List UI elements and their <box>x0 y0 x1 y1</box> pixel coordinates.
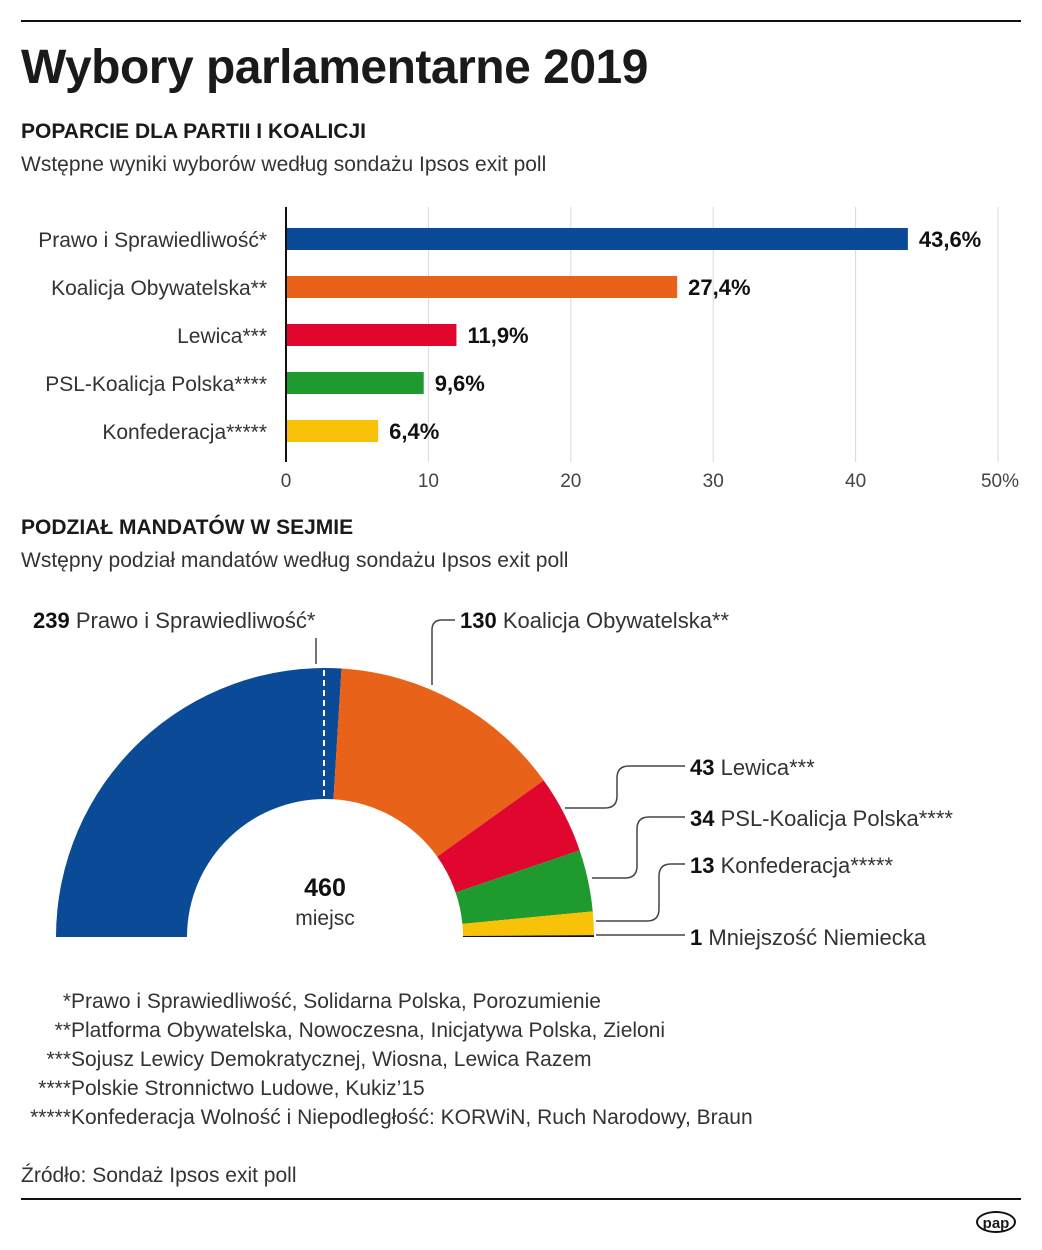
party-name: Koalicja Obywatelska** <box>497 608 730 633</box>
bar-value-label: 43,6% <box>919 227 981 252</box>
category-label: Lewica*** <box>177 325 267 348</box>
footnote: ****Polskie Stronnictwo Ludowe, Kukiz’15 <box>21 1077 425 1101</box>
party-name: Konfederacja***** <box>714 853 893 878</box>
seat-slice <box>455 850 593 924</box>
leader-line <box>565 765 685 809</box>
footnote-stars: ***** <box>30 1106 71 1129</box>
x-tick-label: 50% <box>981 471 1019 492</box>
x-tick-label: 40 <box>845 471 866 492</box>
seat-count: 130 <box>460 608 497 633</box>
section1-heading: POPARCIE DLA PARTII I KOALICJI <box>21 120 366 143</box>
seat-count: 1 <box>690 925 702 950</box>
x-tick-label: 20 <box>560 471 581 492</box>
leader-line <box>431 619 455 685</box>
footnote: ***Sojusz Lewicy Demokratycznej, Wiosna,… <box>21 1048 592 1072</box>
category-label: Prawo i Sprawiedliwość* <box>38 229 267 252</box>
bar-value-label: 11,9% <box>467 323 528 348</box>
total-seats: 460 <box>304 874 346 902</box>
footnote-text: Konfederacja Wolność i Niepodległość: KO… <box>71 1106 753 1129</box>
party-name: Prawo i Sprawiedliwość* <box>70 608 316 633</box>
footnote: *Prawo i Sprawiedliwość, Solidarna Polsk… <box>21 990 601 1014</box>
category-label: Koalicja Obywatelska** <box>51 277 267 300</box>
seat-slice <box>462 911 594 937</box>
seat-count: 43 <box>690 755 714 780</box>
seat-label: 43 Lewica*** <box>690 755 815 780</box>
footnote-text: Polskie Stronnictwo Ludowe, Kukiz’15 <box>71 1077 425 1100</box>
footnote-stars: ** <box>54 1019 71 1042</box>
bar-value-label: 9,6% <box>435 371 485 396</box>
x-tick-label: 10 <box>418 471 439 492</box>
footnote-text: Sojusz Lewicy Demokratycznej, Wiosna, Le… <box>71 1048 592 1071</box>
footnote: **Platforma Obywatelska, Nowoczesna, Ini… <box>21 1019 665 1043</box>
footnote-text: Platforma Obywatelska, Nowoczesna, Inicj… <box>71 1019 666 1042</box>
bottom-rule <box>21 1198 1021 1200</box>
seat-count: 239 <box>33 608 70 633</box>
seat-label: 130 Koalicja Obywatelska** <box>460 608 729 633</box>
bar <box>287 276 678 298</box>
seat-count: 34 <box>690 806 715 831</box>
section2-subtitle: Wstępny podział mandatów według sondażu … <box>21 549 569 572</box>
x-tick-label: 30 <box>703 471 724 492</box>
bar-value-label: 27,4% <box>688 275 750 300</box>
party-name: Lewica*** <box>714 755 815 780</box>
pap-logo: pap <box>976 1211 1016 1233</box>
bar <box>287 324 457 346</box>
top-rule <box>21 20 1021 22</box>
footnote: *****Konfederacja Wolność i Niepodległoś… <box>21 1106 753 1130</box>
page-title: Wybory parlamentarne 2019 <box>21 41 648 94</box>
seat-slice <box>437 780 580 893</box>
party-name: Mniejszość Niemiecka <box>702 925 926 950</box>
footnote-stars: **** <box>38 1077 71 1100</box>
x-tick-label: 0 <box>281 471 292 492</box>
seat-label: 13 Konfederacja***** <box>690 853 893 878</box>
bar-value-label: 6,4% <box>389 419 439 444</box>
bar <box>287 228 908 250</box>
party-name: PSL-Koalicja Polska**** <box>714 806 953 831</box>
seat-label: 34 PSL-Koalicja Polska**** <box>690 806 953 831</box>
section1-subtitle: Wstępne wyniki wyborów według sondażu Ip… <box>21 153 547 176</box>
seat-slice <box>56 667 342 937</box>
seat-chart: 239 Prawo i Sprawiedliwość* 130 Koalicja … <box>33 608 953 950</box>
total-seats-label: miejsc <box>295 907 355 930</box>
bar <box>287 420 379 442</box>
seat-slice <box>462 935 594 937</box>
seat-label: 239 Prawo i Sprawiedliwość* <box>33 608 316 633</box>
source-note: Źródło: Sondaż Ipsos exit poll <box>21 1164 297 1187</box>
seat-count: 13 <box>690 853 714 878</box>
bar-chart: 0 10 20 30 40 50% Prawo i Sprawiedliwość* 43,6%… <box>38 207 1019 492</box>
category-label: Konfederacja***** <box>102 421 267 444</box>
leader-line <box>592 816 685 879</box>
section2-heading: PODZIAŁ MANDATÓW W SEJMIE <box>21 516 354 539</box>
footnote-stars: *** <box>46 1048 71 1071</box>
footnote-stars: * <box>62 990 71 1013</box>
seat-label: 1 Mniejszość Niemiecka <box>690 925 927 950</box>
footnote-text: Prawo i Sprawiedliwość, Solidarna Polska… <box>71 990 601 1013</box>
leader-line <box>596 863 685 922</box>
bar <box>287 372 424 394</box>
seat-slice <box>333 668 544 857</box>
category-label: PSL-Koalicja Polska**** <box>45 373 267 396</box>
